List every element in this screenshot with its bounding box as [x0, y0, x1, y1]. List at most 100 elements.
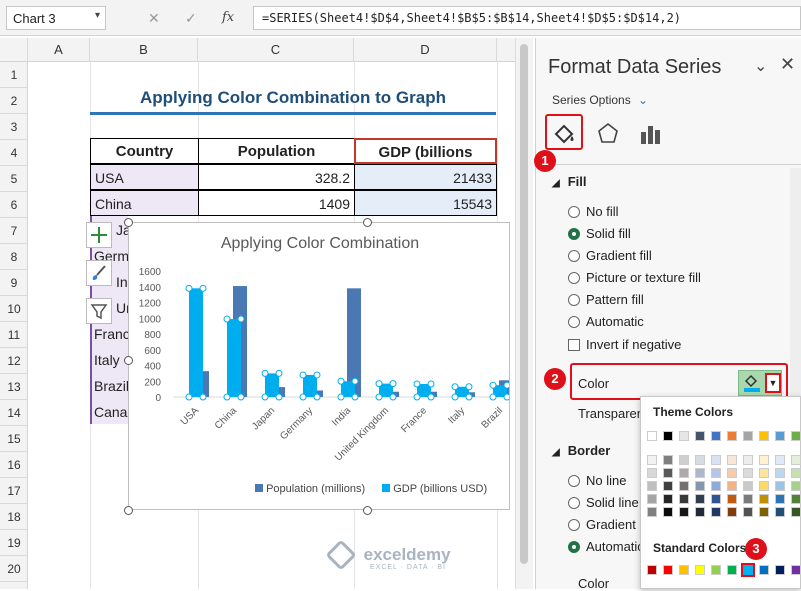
standard-color-swatch[interactable]: [647, 565, 657, 575]
x-tick-label[interactable]: Germany: [278, 405, 315, 442]
bar-selection-handle[interactable]: [223, 315, 231, 323]
bar-selection-handle[interactable]: [351, 377, 359, 385]
bar-population[interactable]: [347, 288, 361, 397]
radio-no-fill[interactable]: No fill: [568, 204, 619, 219]
fill-color-picker[interactable]: ▼: [738, 370, 782, 396]
theme-color-shade[interactable]: [679, 507, 689, 517]
radio-solid-line[interactable]: Solid line: [568, 495, 639, 510]
table-cell[interactable]: France: [94, 326, 138, 342]
bar-selection-handle[interactable]: [313, 371, 321, 379]
bar-selection-handle[interactable]: [261, 369, 269, 377]
theme-color-swatch[interactable]: [663, 431, 673, 441]
bar-selection-handle[interactable]: [389, 393, 397, 401]
bar-gdp[interactable]: [493, 385, 507, 397]
theme-color-shade[interactable]: [663, 455, 673, 465]
theme-color-shade[interactable]: [647, 507, 657, 517]
y-tick-label[interactable]: 1400: [139, 283, 162, 294]
theme-color-swatch[interactable]: [711, 431, 721, 441]
standard-color-swatch[interactable]: [759, 565, 769, 575]
bar-selection-handle[interactable]: [375, 393, 383, 401]
chart-title[interactable]: Applying Color Combination: [220, 235, 420, 252]
y-tick-label[interactable]: 400: [144, 362, 161, 373]
bar-selection-handle[interactable]: [375, 380, 383, 388]
theme-color-shade[interactable]: [743, 481, 753, 491]
theme-color-shade[interactable]: [679, 468, 689, 478]
pane-scrollbar[interactable]: [790, 168, 801, 588]
row-header[interactable]: 4: [0, 140, 28, 166]
row-header[interactable]: 19: [0, 530, 28, 556]
bar-gdp[interactable]: [341, 381, 355, 397]
standard-color-swatch[interactable]: [679, 565, 689, 575]
bar-selection-handle[interactable]: [451, 393, 459, 401]
theme-color-shade[interactable]: [679, 481, 689, 491]
theme-color-shade[interactable]: [727, 494, 737, 504]
bar-selection-handle[interactable]: [337, 393, 345, 401]
row-header[interactable]: 11: [0, 322, 28, 348]
table-cell[interactable]: Italy: [94, 352, 120, 368]
theme-color-shade[interactable]: [663, 507, 673, 517]
bar-selection-handle[interactable]: [465, 393, 473, 401]
bar-selection-handle[interactable]: [351, 393, 359, 401]
standard-color-swatch[interactable]: [791, 565, 801, 575]
bar-selection-handle[interactable]: [275, 393, 283, 401]
table-header-gdp[interactable]: GDP (billions USD): [354, 138, 497, 187]
y-tick-label[interactable]: 1000: [139, 314, 162, 325]
radio-automatic-fill[interactable]: Automatic: [568, 314, 644, 329]
bar-selection-handle[interactable]: [237, 315, 245, 323]
bar-selection-handle[interactable]: [185, 393, 193, 401]
bar-selection-handle[interactable]: [313, 393, 321, 401]
bar-selection-handle[interactable]: [489, 381, 497, 389]
radio-solid-fill[interactable]: Solid fill: [568, 226, 631, 241]
table-cell[interactable]: 15543: [354, 190, 497, 216]
theme-color-shade[interactable]: [759, 481, 769, 491]
pentagon-effects-icon[interactable]: [596, 122, 620, 146]
resize-handle[interactable]: [124, 218, 133, 227]
close-icon[interactable]: ✕: [780, 54, 796, 74]
table-cell[interactable]: Canad: [94, 404, 136, 420]
bar-selection-handle[interactable]: [275, 369, 283, 377]
theme-color-shade[interactable]: [727, 468, 737, 478]
table-cell[interactable]: USA: [90, 164, 199, 190]
table-cell[interactable]: 21433: [354, 164, 497, 190]
bar-gdp[interactable]: [455, 386, 469, 397]
chart-filters-button[interactable]: [86, 298, 112, 324]
resize-handle[interactable]: [363, 506, 372, 515]
bar-gdp[interactable]: [265, 373, 279, 397]
theme-color-shade[interactable]: [743, 468, 753, 478]
chart-plot[interactable]: 0 200 400 600 800 1000 1200 1400 1600 USA China Jap…: [129, 223, 509, 509]
fill-line-tab[interactable]: [548, 118, 582, 150]
column-header-b[interactable]: B: [90, 38, 198, 62]
theme-color-shade[interactable]: [679, 494, 689, 504]
theme-color-shade[interactable]: [647, 494, 657, 504]
bar-selection-handle[interactable]: [503, 381, 509, 389]
y-tick-label[interactable]: 1200: [139, 299, 162, 310]
bar-gdp[interactable]: [303, 374, 317, 397]
theme-color-swatch[interactable]: [743, 431, 753, 441]
radio-gradient-fill[interactable]: Gradient fill: [568, 248, 652, 263]
bar-selection-handle[interactable]: [413, 393, 421, 401]
standard-color-swatch[interactable]: [711, 565, 721, 575]
standard-color-swatch[interactable]: [727, 565, 737, 575]
table-cell[interactable]: China: [90, 190, 199, 216]
table-cell[interactable]: 1409: [198, 190, 355, 216]
theme-color-shade[interactable]: [647, 468, 657, 478]
bar-selection-handle[interactable]: [389, 380, 397, 388]
x-tick-label[interactable]: Japan: [250, 405, 277, 432]
theme-color-shade[interactable]: [695, 494, 705, 504]
bar-selection-handle[interactable]: [223, 393, 231, 401]
cancel-icon[interactable]: ✕: [148, 10, 160, 26]
x-tick-label[interactable]: France: [399, 405, 429, 435]
bar-selection-handle[interactable]: [503, 393, 509, 401]
standard-color-swatch[interactable]: [775, 565, 785, 575]
bar-selection-handle[interactable]: [299, 371, 307, 379]
bar-selection-handle[interactable]: [299, 393, 307, 401]
bar-selection-handle[interactable]: [465, 383, 473, 391]
theme-color-shade[interactable]: [663, 481, 673, 491]
bar-gdp[interactable]: [417, 384, 431, 397]
row-header[interactable]: 20: [0, 556, 28, 582]
x-tick-label[interactable]: Brazil: [480, 405, 505, 430]
row-header[interactable]: 12: [0, 348, 28, 374]
row-header[interactable]: 16: [0, 452, 28, 478]
theme-color-shade[interactable]: [791, 481, 801, 491]
theme-color-shade[interactable]: [695, 455, 705, 465]
